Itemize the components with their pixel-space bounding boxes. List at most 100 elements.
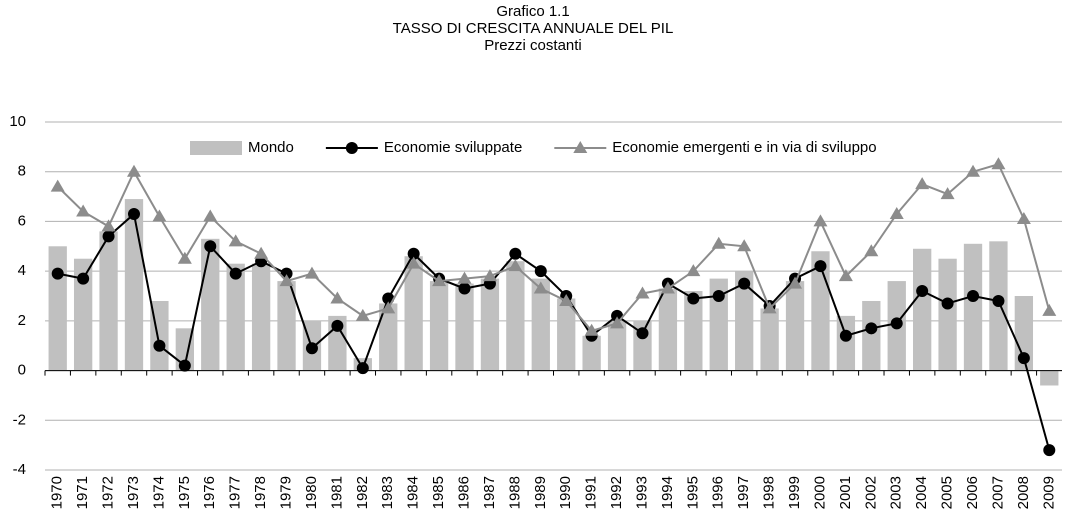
x-tick-label: 1987 — [481, 476, 498, 509]
legend-label: Mondo — [248, 139, 294, 156]
bar — [175, 328, 194, 371]
line-marker — [482, 269, 497, 282]
line-marker — [229, 267, 242, 280]
bar — [455, 283, 474, 371]
x-tick-label: 1979 — [278, 476, 295, 509]
bar — [760, 308, 779, 371]
line-marker — [813, 214, 828, 227]
x-tick-label: 2006 — [964, 476, 981, 509]
legend-label: Economie sviluppate — [384, 139, 522, 156]
x-tick-label: 1997 — [735, 476, 752, 509]
x-tick-label: 1999 — [786, 476, 803, 509]
bar — [226, 263, 245, 371]
line-marker — [228, 234, 243, 247]
chart-title: Grafico 1.1 — [496, 3, 569, 20]
bar — [785, 281, 805, 371]
line-marker — [458, 282, 471, 295]
x-tick-label: 1980 — [303, 476, 320, 509]
bar — [836, 315, 856, 371]
line-marker — [508, 259, 523, 272]
line-marker — [839, 329, 852, 342]
legend-marker — [573, 141, 588, 153]
y-tick-label: 10 — [9, 113, 26, 130]
y-tick-label: 2 — [18, 312, 26, 329]
x-tick-label: 1982 — [354, 476, 371, 509]
line-marker — [153, 339, 166, 352]
line-marker — [407, 247, 420, 260]
x-tick-label: 1983 — [379, 476, 396, 509]
x-tick-label: 2003 — [888, 476, 905, 509]
line-marker — [533, 281, 548, 294]
legend-label: Economie emergenti e in via di sviluppo — [612, 139, 876, 156]
x-tick-label: 2009 — [1040, 476, 1057, 509]
line-marker — [50, 179, 65, 192]
line-marker — [177, 251, 192, 264]
line-marker — [838, 269, 853, 282]
line-marker — [432, 274, 447, 287]
line-marker — [967, 290, 980, 302]
line-marker — [305, 342, 318, 355]
x-tick-label: 1971 — [74, 476, 91, 509]
bar — [607, 320, 627, 371]
y-tick-label: -2 — [13, 411, 26, 428]
line-marker — [77, 272, 90, 285]
line-marker — [966, 164, 981, 177]
line-marker — [889, 206, 904, 219]
x-tick-label: 1970 — [49, 476, 66, 509]
line-marker — [102, 230, 115, 243]
line-marker — [1017, 352, 1030, 365]
x-tick-label: 1996 — [710, 476, 727, 509]
x-tick-label: 1974 — [150, 476, 167, 509]
line-marker — [279, 274, 294, 287]
bar — [404, 256, 423, 371]
line-marker — [864, 244, 879, 257]
bar — [73, 258, 93, 371]
line-marker — [1043, 444, 1056, 457]
line-marker — [915, 177, 930, 190]
line-marker — [330, 291, 345, 304]
line-marker — [457, 271, 472, 284]
x-tick-label: 1986 — [455, 476, 472, 509]
line — [57, 212, 1051, 451]
line-marker — [1016, 211, 1031, 224]
bar — [658, 288, 678, 371]
bar — [99, 231, 118, 371]
line-marker — [331, 319, 344, 332]
line-marker — [686, 264, 701, 277]
line-marker — [534, 265, 547, 278]
line-marker — [916, 285, 929, 298]
line-marker — [737, 239, 752, 252]
x-tick-label: 2002 — [862, 476, 879, 509]
x-tick-label: 2005 — [939, 476, 956, 509]
line-marker — [865, 322, 878, 335]
x-tick-label: 1975 — [176, 476, 193, 509]
line-marker — [254, 246, 269, 259]
x-tick-label: 1976 — [201, 476, 218, 509]
bar — [963, 243, 983, 371]
line-marker — [76, 204, 91, 217]
bar — [201, 238, 220, 371]
bar — [582, 335, 601, 371]
line-marker — [711, 236, 726, 249]
x-tick-label: 1998 — [761, 476, 778, 509]
y-tick-label: 8 — [18, 163, 26, 180]
line-marker — [178, 359, 191, 372]
line-marker — [152, 209, 167, 222]
line — [57, 163, 1051, 332]
x-tick-label: 1991 — [583, 476, 600, 509]
line-marker — [584, 323, 599, 336]
legend-marker — [345, 142, 358, 154]
x-tick-label: 1989 — [532, 476, 549, 509]
line-marker — [304, 266, 319, 279]
y-tick-label: 4 — [18, 262, 26, 279]
line-marker — [687, 292, 700, 305]
line-marker — [636, 327, 649, 340]
line-marker — [890, 317, 903, 330]
chart-subtitle: Prezzi costanti — [484, 37, 582, 54]
line-marker — [51, 267, 64, 280]
x-tick-label: 1977 — [227, 476, 244, 509]
line-marker — [610, 316, 625, 329]
line-marker — [381, 301, 396, 314]
line-marker — [814, 260, 827, 273]
legend-swatch — [190, 141, 242, 155]
